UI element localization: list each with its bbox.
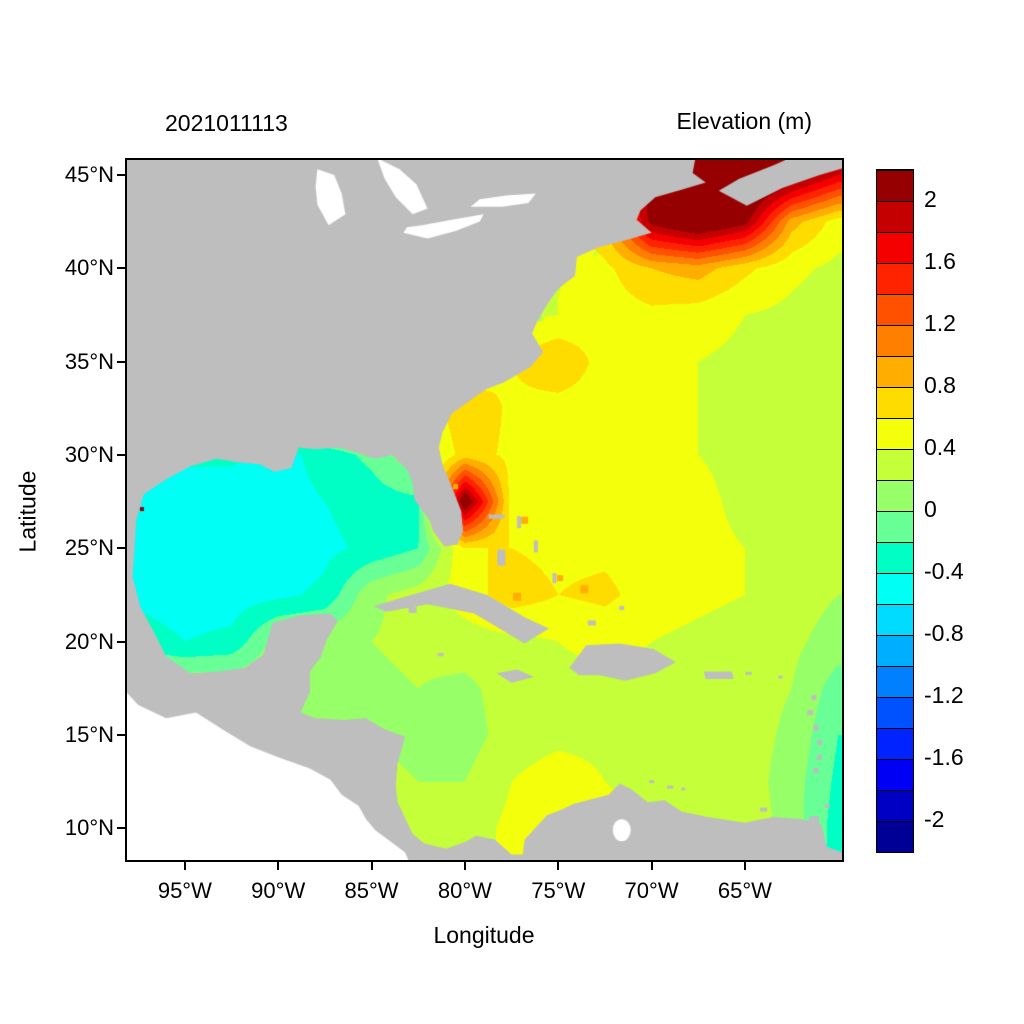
y-tick-mark: [117, 733, 125, 736]
map-plot-area: [125, 158, 844, 862]
y-tick-mark: [117, 640, 125, 643]
x-tick-label: 65°W: [717, 878, 772, 903]
colorbar-cell: [877, 542, 913, 573]
x-tick-mark: [557, 862, 560, 870]
colorbar-cell: [877, 790, 913, 821]
colorbar-cell: [877, 666, 913, 697]
y-tick-label: 40°N: [64, 255, 114, 281]
colorbar-tick-label: 1.2: [924, 310, 956, 336]
x-tick-label: 85°W: [344, 878, 399, 903]
colorbar-cell: [877, 356, 913, 387]
x-tick-mark: [650, 862, 653, 870]
colorbar-cell: [877, 294, 913, 325]
colorbar-cell: [877, 697, 913, 728]
x-tick-label: 95°W: [157, 878, 212, 903]
colorbar-cell: [877, 325, 913, 356]
x-tick-mark: [463, 862, 466, 870]
colorbar-tick-label: 0.8: [924, 372, 956, 398]
y-axis-label: Latitude: [14, 470, 41, 553]
y-tick-label: 35°N: [64, 348, 114, 374]
colorbar-tick-label: 2: [924, 186, 937, 212]
colorbar-tick-label: -2: [924, 806, 945, 832]
colorbar-cell: [877, 511, 913, 542]
colorbar-cell: [877, 201, 913, 232]
x-tick-mark: [277, 862, 280, 870]
colorbar-cell: [877, 635, 913, 666]
y-tick-label: 10°N: [64, 815, 114, 841]
x-tick-label: 90°W: [251, 878, 306, 903]
colorbar-cell: [877, 418, 913, 449]
x-axis-label: Longitude: [433, 922, 535, 948]
y-tick-label: 25°N: [64, 535, 114, 561]
datetime-title: 2021011113: [165, 110, 288, 136]
colorbar-tick-label: -1.2: [924, 682, 964, 708]
colorbar: [876, 169, 914, 853]
colorbar-cell: [877, 232, 913, 263]
colorbar-tick-label: -1.6: [924, 744, 964, 770]
colorbar-cell: [877, 387, 913, 418]
colorbar-tick-label: 0: [924, 496, 937, 522]
y-tick-mark: [117, 267, 125, 270]
y-tick-mark: [117, 547, 125, 550]
colorbar-cell: [877, 263, 913, 294]
y-tick-mark: [117, 827, 125, 830]
colorbar-tick-label: 1.6: [924, 248, 956, 274]
colorbar-cell: [877, 604, 913, 635]
x-tick-label: 70°W: [624, 878, 679, 903]
y-tick-mark: [117, 360, 125, 363]
colorbar-cell: [877, 573, 913, 604]
colorbar-tick-label: -0.4: [924, 558, 964, 584]
y-tick-label: 20°N: [64, 628, 114, 654]
y-tick-label: 15°N: [64, 721, 114, 747]
x-tick-mark: [370, 862, 373, 870]
y-tick-label: 45°N: [64, 161, 114, 187]
y-tick-mark: [117, 173, 125, 176]
colorbar-cell: [877, 728, 913, 759]
y-tick-label: 30°N: [64, 441, 114, 467]
x-tick-mark: [183, 862, 186, 870]
x-tick-mark: [743, 862, 746, 870]
colorbar-cell: [877, 170, 913, 201]
colorbar-cell: [877, 449, 913, 480]
colorbar-tick-label: -0.8: [924, 620, 964, 646]
colorbar-title: Elevation (m): [676, 108, 812, 134]
elevation-field-canvas: [127, 160, 842, 860]
x-tick-label: 75°W: [531, 878, 586, 903]
y-tick-mark: [117, 453, 125, 456]
colorbar-cell: [877, 480, 913, 511]
colorbar-cell: [877, 759, 913, 790]
x-tick-label: 80°W: [437, 878, 492, 903]
colorbar-cell: [877, 821, 913, 852]
colorbar-tick-label: 0.4: [924, 434, 956, 460]
